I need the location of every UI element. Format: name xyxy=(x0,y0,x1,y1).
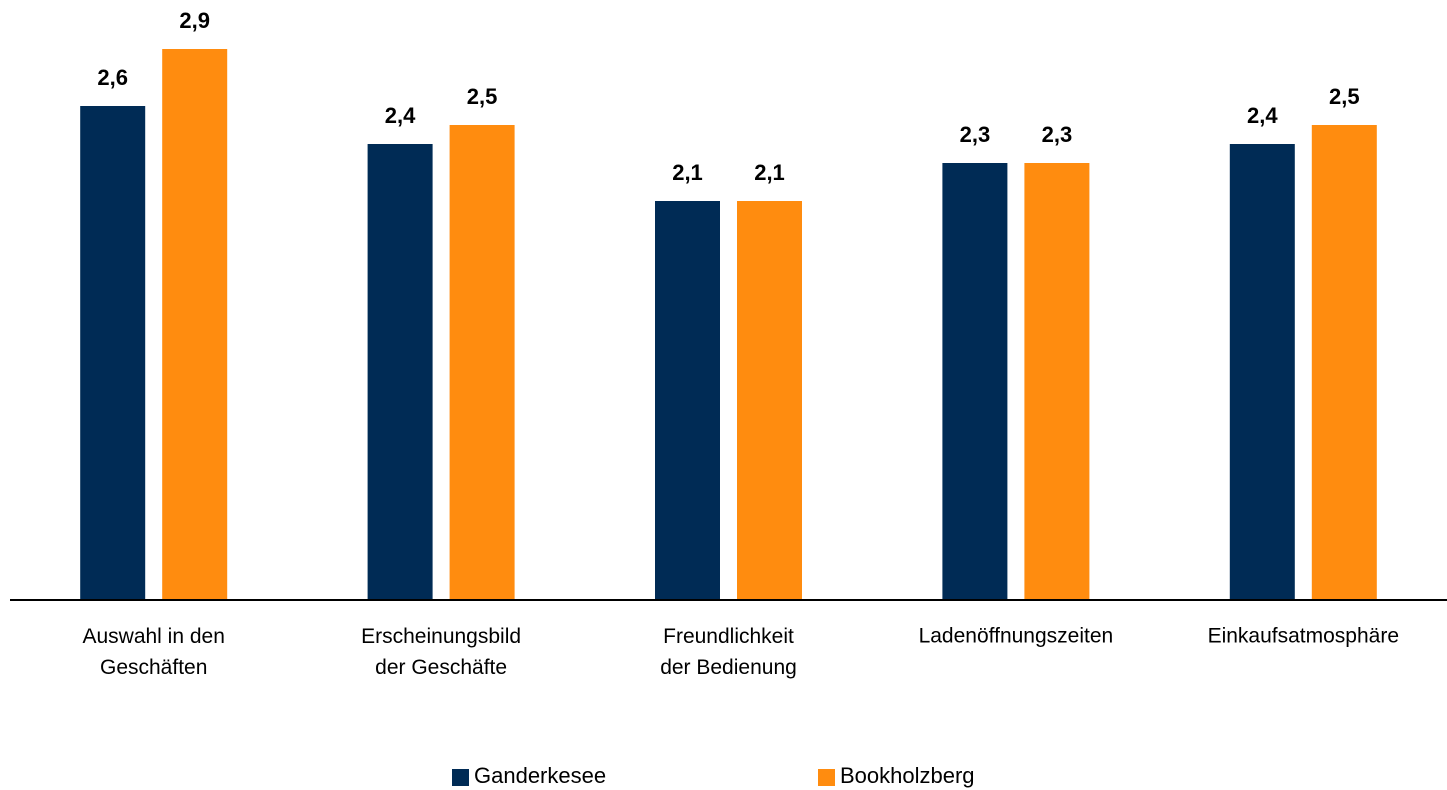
data-label: 2,4 xyxy=(1247,103,1278,128)
bar xyxy=(1229,144,1295,600)
x-tick-label: Ladenöffnungszeiten xyxy=(919,625,1114,648)
legend-label: Bookholzberg xyxy=(840,763,975,788)
legend-label: Ganderkesee xyxy=(474,763,606,788)
data-label: 2,1 xyxy=(754,160,785,185)
data-label: 2,3 xyxy=(960,122,991,147)
bar xyxy=(80,106,146,600)
x-tick-label: Einkaufsatmosphäre xyxy=(1208,625,1399,648)
data-label: 2,3 xyxy=(1042,122,1073,147)
bar xyxy=(655,201,720,600)
x-tick-label: Freundlichkeit der Bedienung xyxy=(660,625,797,679)
x-tick-label: Erscheinungsbild der Geschäfte xyxy=(361,625,521,679)
x-tick-label: Auswahl in den Geschäften xyxy=(82,625,224,679)
bar xyxy=(449,125,515,600)
data-label: 2,5 xyxy=(1329,84,1360,109)
bar xyxy=(737,201,802,600)
data-label: 2,9 xyxy=(179,8,210,33)
data-label: 2,5 xyxy=(467,84,498,109)
bar xyxy=(367,144,433,600)
data-label: 2,6 xyxy=(97,65,128,90)
bar xyxy=(162,49,228,600)
bar xyxy=(1024,163,1090,600)
bar xyxy=(942,163,1008,600)
legend-swatch xyxy=(452,769,469,786)
data-label: 2,4 xyxy=(385,103,416,128)
data-label: 2,1 xyxy=(672,160,703,185)
legend-swatch xyxy=(818,769,835,786)
bar xyxy=(1311,125,1377,600)
